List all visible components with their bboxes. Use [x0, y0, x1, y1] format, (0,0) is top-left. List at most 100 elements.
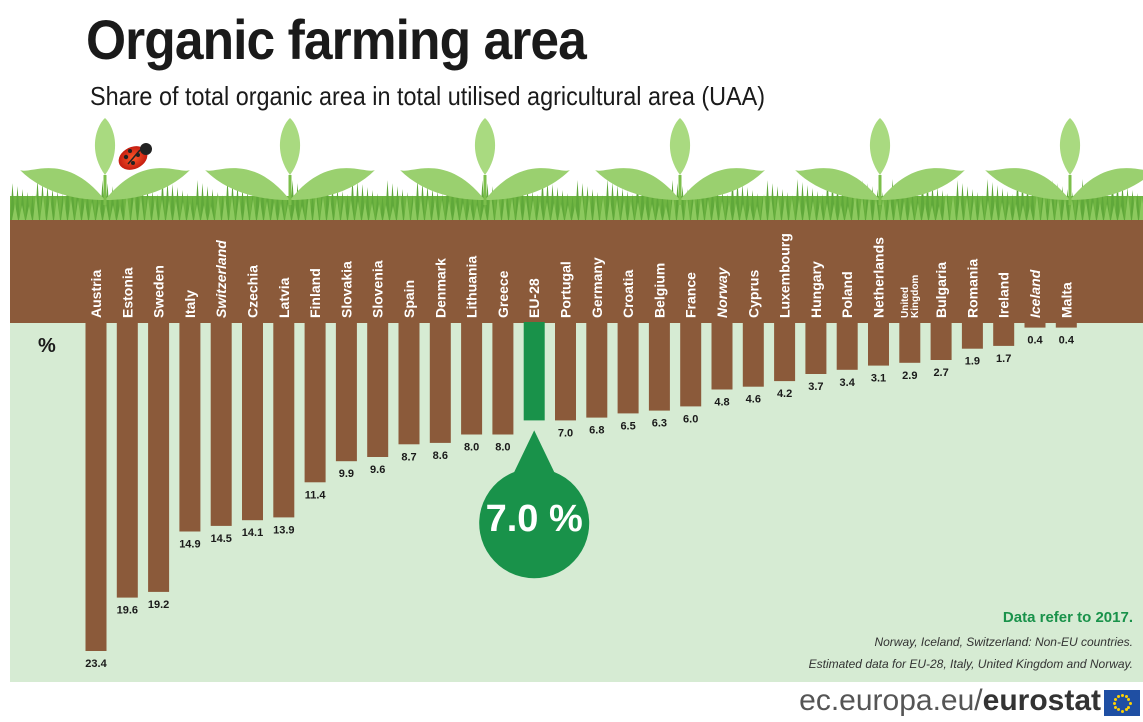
category-label: Portugal [558, 261, 574, 318]
category-label: Belgium [651, 263, 667, 318]
category-label: Denmark [432, 258, 448, 318]
bar-czechia [242, 322, 263, 521]
bar-cyprus [742, 322, 764, 387]
data-label: 3.1 [871, 373, 886, 385]
bar-finland [304, 322, 326, 483]
eu-star-icon [1113, 697, 1117, 701]
bar-iceland [1024, 322, 1046, 328]
category-label: Germany [589, 257, 605, 318]
grass-decoration [10, 118, 1143, 220]
category-label: Lithuania [464, 256, 480, 318]
sprout-icon [205, 118, 375, 205]
category-label: Cyprus [745, 270, 761, 318]
callout-bubble [479, 430, 590, 579]
category-label: Spain [401, 280, 417, 318]
data-label: 14.1 [242, 527, 263, 539]
bar-slovenia [367, 322, 389, 457]
sprout-icon [985, 118, 1143, 205]
bar-sweden [148, 322, 170, 592]
chart-title: Organic farming area [86, 8, 587, 71]
data-label: 23.4 [85, 658, 107, 670]
note-year: Data refer to 2017. [1003, 609, 1133, 626]
sprout-icon [20, 118, 190, 205]
bar-greece [492, 322, 514, 435]
eu-star-icon [1127, 697, 1131, 701]
ladybug-icon [118, 143, 152, 170]
category-label: Kingdom [910, 275, 921, 318]
callout-value: 7.0 % [486, 498, 583, 540]
category-label: Romania [964, 259, 980, 318]
eu-star-icon [1124, 694, 1128, 698]
bar-poland [836, 322, 858, 370]
bar-eu-28 [523, 322, 545, 421]
eu-star-icon [1116, 708, 1120, 712]
data-label: 19.2 [148, 599, 169, 611]
data-label: 1.9 [965, 356, 980, 368]
data-label: 6.8 [589, 425, 604, 437]
bar-latvia [273, 322, 295, 518]
eu-star-icon [1113, 705, 1117, 709]
eu-star-icon [1124, 708, 1128, 712]
eu-flag-icon [1104, 690, 1140, 716]
bar-slovakia [335, 322, 357, 462]
footer-site-link[interactable]: ec.europa.eu/eurostat [799, 683, 1101, 719]
bar-united-kingdom [899, 322, 921, 363]
eu-highlight-callout: 7.0 % [479, 430, 590, 579]
sprout-icon [400, 118, 570, 205]
bar-romania [961, 322, 983, 349]
bar-switzerland [210, 322, 232, 526]
eu-star-icon [1128, 701, 1132, 705]
bar-italy [179, 322, 201, 532]
data-label: 19.6 [117, 605, 138, 617]
category-label: Norway [714, 266, 730, 318]
chart-subtitle: Share of total organic area in total uti… [90, 81, 766, 111]
category-label: Malta [1058, 282, 1074, 318]
data-label: 9.6 [370, 464, 385, 476]
sprout-icon [595, 118, 765, 205]
data-label: 4.2 [777, 388, 792, 400]
bar-lithuania [461, 322, 483, 435]
data-label: 3.7 [808, 381, 823, 393]
category-label: Finland [307, 268, 323, 318]
bar-belgium [648, 322, 670, 411]
category-label: Slovakia [338, 261, 354, 318]
data-label: 8.0 [495, 442, 510, 454]
eu-star-icon [1120, 693, 1124, 697]
category-label: Iceland [1027, 269, 1043, 318]
data-label: 0.4 [1027, 335, 1043, 347]
footer-brand: eurostat [982, 684, 1101, 717]
footer-site: ec.europa.eu/ [799, 684, 983, 717]
sprout-icon [795, 118, 965, 205]
data-label: 0.4 [1059, 335, 1075, 347]
category-label: Hungary [808, 261, 824, 318]
unit-label: % [38, 335, 56, 357]
bar-chart: % 23.4 Austria 19.6 Estonia 19.2 Sweden 14.9 It… [10, 118, 1143, 682]
bar-portugal [555, 322, 576, 421]
category-label: Slovenia [370, 260, 386, 318]
category-label: Italy [182, 290, 198, 318]
data-label: 9.9 [339, 468, 354, 480]
data-label: 1.7 [996, 353, 1011, 365]
category-label: Greece [495, 270, 511, 318]
note-non-eu: Norway, Iceland, Switzerland: Non-EU cou… [874, 635, 1133, 649]
category-label: France [683, 272, 699, 318]
bar-denmark [429, 322, 451, 443]
category-label: Austria [88, 270, 104, 318]
category-label: Croatia [620, 270, 636, 318]
data-label: 6.5 [620, 420, 635, 432]
eu-star-icon [1116, 694, 1120, 698]
category-label: Czechia [245, 265, 261, 318]
bar-germany [586, 322, 608, 418]
eu-star-icon [1112, 701, 1116, 705]
bar-hungary [805, 322, 827, 374]
category-label: Latvia [276, 277, 292, 318]
bar-spain [398, 322, 420, 445]
data-label: 6.0 [683, 413, 698, 425]
data-label: 11.4 [305, 489, 327, 501]
eu-star-icon [1127, 705, 1131, 709]
bar-france [680, 322, 702, 407]
data-label: 2.9 [902, 370, 917, 382]
bar-malta [1055, 322, 1077, 328]
data-label: 4.8 [714, 397, 729, 409]
data-label: 4.6 [746, 394, 761, 406]
